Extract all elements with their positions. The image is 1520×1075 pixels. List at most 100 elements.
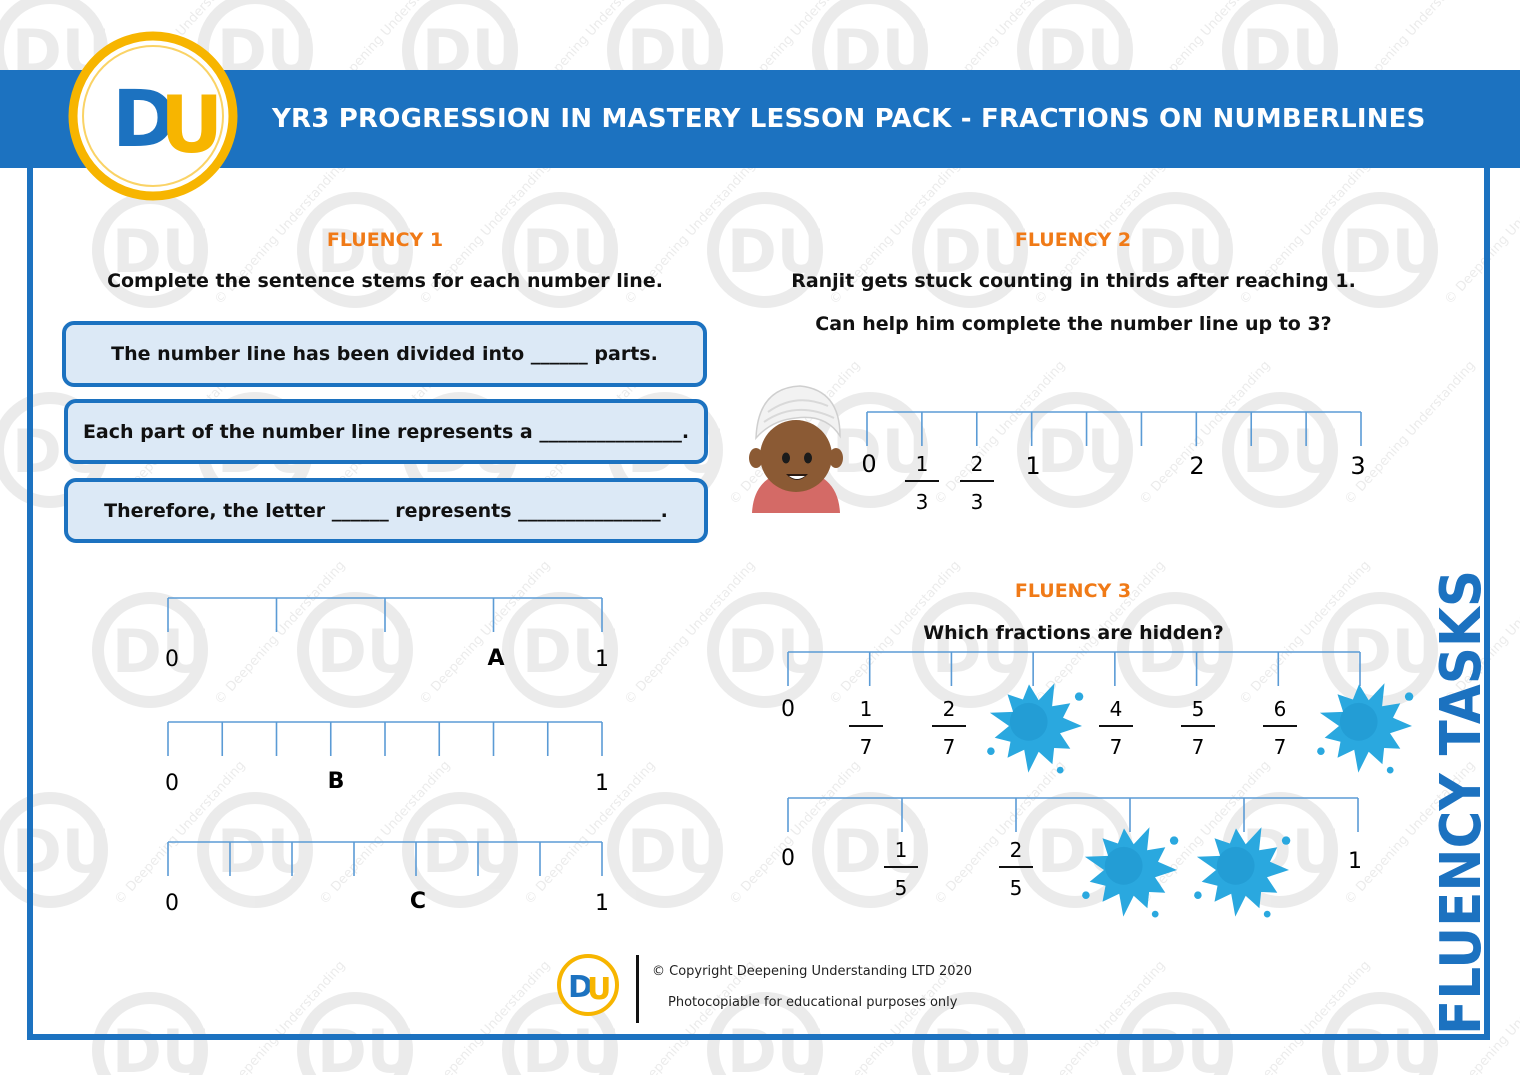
side-title: FLUENCY TASKS (1429, 570, 1494, 1035)
paint-splat-drop (1082, 891, 1090, 899)
watermark-logo: DU (1242, 417, 1341, 487)
paint-splat-drop (1151, 910, 1159, 918)
watermark-logo: DU (1137, 1017, 1236, 1075)
watermark-circle (502, 192, 618, 308)
label-three: 3 (1350, 452, 1365, 480)
watermark-circle (0, 792, 108, 908)
watermark-circle (402, 792, 518, 908)
fluency1-heading: FLUENCY 1 (326, 229, 444, 251)
watermark-logo: DU (932, 217, 1031, 287)
watermark-logo: DU (112, 217, 211, 287)
number-line-start-label: 0 (165, 647, 179, 672)
label-one: 1 (1025, 452, 1040, 480)
paint-splat-drop (1281, 836, 1291, 845)
watermark-logo: DU (727, 217, 826, 287)
thirds-number-line (866, 411, 1362, 446)
sevenths-start-label: 0 (781, 697, 795, 722)
paint-splat-drop (1074, 692, 1084, 701)
watermark-circle (707, 992, 823, 1075)
watermark-circle (297, 992, 413, 1075)
number-line-start-label: 0 (165, 771, 179, 796)
fraction-denominator: 7 (1110, 735, 1123, 759)
fraction-denominator: 7 (1192, 735, 1205, 759)
fifths-fraction-label: 15 (884, 838, 918, 900)
watermark-circle (1322, 192, 1438, 308)
fraction-denominator: 7 (860, 735, 873, 759)
number-line-letter-label: B (328, 769, 345, 794)
page-title: YR3 PROGRESSION IN MASTERY LESSON PACK -… (272, 104, 1426, 134)
watermark-circle (1117, 592, 1233, 708)
watermark-circle (707, 192, 823, 308)
watermark-logo: DU (932, 1017, 1031, 1075)
sentence-stem-2: Each part of the number line represents … (64, 399, 708, 464)
watermark-logo: DU (217, 817, 316, 887)
logo-text-d: D (112, 75, 177, 165)
paint-splat-shade (1104, 846, 1143, 885)
watermark-logo: DU (1342, 1017, 1441, 1075)
fraction-numerator: 1 (916, 452, 929, 476)
fluency2-line1: Ranjit gets stuck counting in thirds aft… (791, 270, 1356, 292)
watermark-circle (912, 192, 1028, 308)
sevenths-fraction-label: 47 (1099, 697, 1133, 759)
watermark-logo: DU (832, 417, 931, 487)
watermark-logo: DU (727, 1017, 826, 1075)
watermark-logo: DU (627, 817, 726, 887)
fluency1-number-line-3 (167, 841, 603, 876)
paint-splat-drop (987, 747, 995, 755)
footer-copyright: © Copyright Deepening Understanding LTD … (652, 964, 973, 979)
label-one-third: 13 (905, 452, 939, 514)
fraction-denominator: 3 (971, 490, 984, 514)
paint-splat-drop (1194, 891, 1202, 899)
paint-splat-hiding-fraction (987, 683, 1084, 774)
fifths-end-label: 1 (1348, 849, 1362, 874)
paint-splat-drop (1404, 692, 1414, 701)
watermark-logo: DU (832, 817, 931, 887)
fluency1-number-lines: 0 1 A 0 1 B 0 1 C (165, 597, 609, 916)
fluency3-heading: FLUENCY 3 (1014, 580, 1132, 602)
number-line-end-label: 1 (595, 771, 609, 796)
side-title-text: FLUENCY TASKS (1429, 570, 1494, 1035)
fraction-denominator: 7 (1274, 735, 1287, 759)
footer-logo: D U (557, 954, 619, 1016)
fraction-denominator: 5 (1010, 876, 1023, 900)
fluency1-instruction: Complete the sentence stems for each num… (107, 270, 663, 292)
label-two: 2 (1189, 452, 1204, 480)
footer-note: Photocopiable for educational purposes o… (668, 995, 958, 1010)
fraction-numerator: 2 (943, 697, 956, 721)
watermark-circle (912, 592, 1028, 708)
number-line-end-label: 1 (595, 891, 609, 916)
fraction-numerator: 5 (1192, 697, 1205, 721)
watermark-logo: DU (1342, 217, 1441, 287)
fifths-fraction-label: 25 (999, 838, 1033, 900)
watermark-logo: DU (1137, 217, 1236, 287)
paint-splat-shade (1339, 702, 1378, 741)
fifths-number-line (787, 797, 1359, 832)
fluency1-number-line-2 (167, 721, 603, 756)
fraction-numerator: 1 (895, 838, 908, 862)
watermark-circle (297, 192, 413, 308)
fluency2-line2: Can help him complete the number line up… (815, 313, 1332, 335)
watermark-circle (912, 992, 1028, 1075)
sevenths-fraction-label: 17 (849, 697, 883, 759)
watermark-logo: DU (522, 217, 621, 287)
watermark-logo: DU (317, 1017, 416, 1075)
fluency3-question: Which fractions are hidden? (923, 622, 1224, 644)
sevenths-fraction-label: 57 (1181, 697, 1215, 759)
fluency1-number-line-1 (167, 597, 603, 632)
svg-text:D: D (568, 970, 593, 1005)
number-line-letter-label: A (487, 646, 504, 671)
watermark-circle (1017, 392, 1133, 508)
fraction-denominator: 7 (943, 735, 956, 759)
fraction-numerator: 1 (860, 697, 873, 721)
number-line-letter-label: C (410, 889, 426, 914)
fraction-numerator: 2 (1010, 838, 1023, 862)
watermark-logo: DU (317, 217, 416, 287)
label-two-thirds: 23 (960, 452, 994, 514)
watermark-circle (1117, 192, 1233, 308)
label-zero: 0 (861, 450, 876, 478)
watermark-circle (1222, 392, 1338, 508)
ranjit-character-image (749, 385, 843, 513)
fraction-denominator: 3 (916, 490, 929, 514)
sentence-stem-1: The number line has been divided into __… (62, 321, 707, 387)
